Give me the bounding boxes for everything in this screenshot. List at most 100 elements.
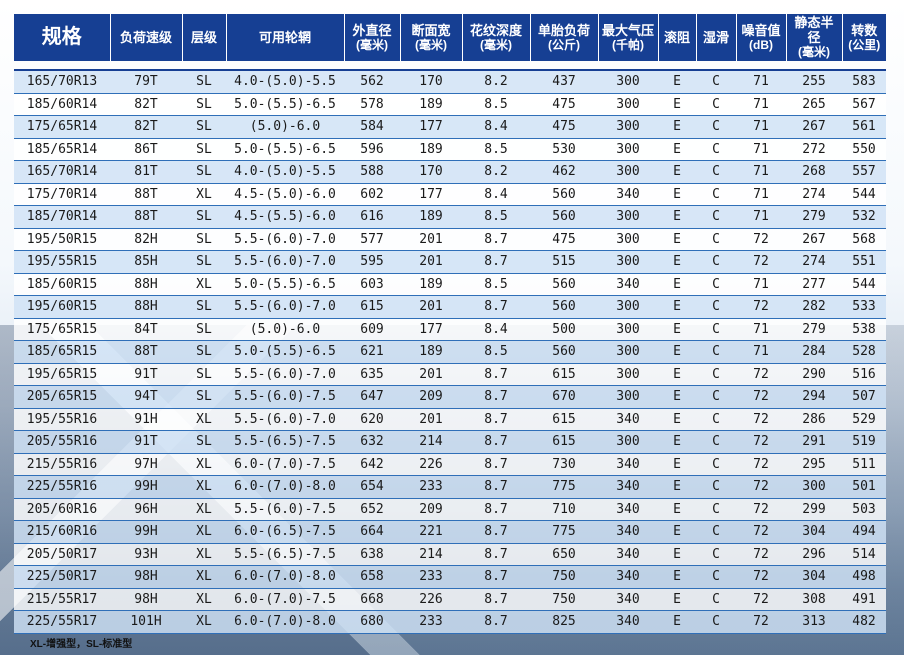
cell-noise: 72 (736, 588, 786, 611)
cell-noise: 71 (736, 93, 786, 116)
cell-max-pressure: 300 (598, 250, 658, 274)
cell-wet-grip: C (696, 498, 736, 521)
cell-overall-diameter: 588 (344, 160, 400, 184)
cell-section-width: 233 (400, 475, 462, 499)
cell-rolling-resistance: E (658, 273, 696, 296)
cell-section-width: 201 (400, 295, 462, 319)
cell-tread-depth: 8.5 (462, 138, 530, 161)
cell-noise: 72 (736, 385, 786, 409)
cell-ply-rating: SL (182, 250, 226, 274)
cell-overall-diameter: 596 (344, 138, 400, 161)
cell-wet-grip: C (696, 160, 736, 184)
cell-overall-diameter: 654 (344, 475, 400, 499)
cell-wet-grip: C (696, 430, 736, 454)
cell-rim: 6.0-(7.0)-8.0 (226, 565, 344, 589)
cell-max-load: 462 (530, 160, 598, 184)
cell-static-radius: 304 (786, 565, 842, 589)
cell-rolling-resistance: E (658, 475, 696, 499)
cell-tread-depth: 8.7 (462, 520, 530, 544)
cell-noise: 72 (736, 543, 786, 566)
cell-wet-grip: C (696, 205, 736, 229)
cell-rolling-resistance: E (658, 498, 696, 521)
cell-rolling-resistance: E (658, 250, 696, 274)
cell-max-pressure: 300 (598, 93, 658, 116)
table-row: 185/70R14 88T SL 4.5-(5.5)-6.0 616 189 8.5 560 3… (14, 205, 886, 229)
cell-max-pressure: 340 (598, 610, 658, 634)
cell-tread-depth: 8.7 (462, 430, 530, 454)
cell-rolling-resistance: E (658, 228, 696, 251)
cell-section-width: 177 (400, 318, 462, 341)
cell-tread-depth: 8.4 (462, 115, 530, 139)
cell-size: 185/60R15 (14, 273, 110, 296)
cell-max-load: 475 (530, 228, 598, 251)
cell-max-pressure: 340 (598, 520, 658, 544)
cell-size: 175/65R15 (14, 318, 110, 341)
cell-tread-depth: 8.5 (462, 93, 530, 116)
cell-size: 225/55R17 (14, 610, 110, 634)
cell-rim: 5.0-(5.5)-6.5 (226, 138, 344, 161)
cell-static-radius: 296 (786, 543, 842, 566)
cell-overall-diameter: 632 (344, 430, 400, 454)
cell-overall-diameter: 602 (344, 183, 400, 206)
cell-tread-depth: 8.7 (462, 295, 530, 319)
cell-revolutions: 503 (842, 498, 886, 521)
cell-load-speed: 101H (110, 610, 182, 634)
cell-rim: 5.5-(6.5)-7.5 (226, 543, 344, 566)
cell-max-pressure: 340 (598, 498, 658, 521)
cell-revolutions: 583 (842, 70, 886, 94)
cell-section-width: 170 (400, 70, 462, 94)
cell-overall-diameter: 609 (344, 318, 400, 341)
cell-revolutions: 550 (842, 138, 886, 161)
cell-size: 185/65R15 (14, 340, 110, 364)
cell-revolutions: 491 (842, 588, 886, 611)
cell-ply-rating: XL (182, 588, 226, 611)
cell-rim: 5.0-(5.5)-6.5 (226, 93, 344, 116)
cell-rim: 5.0-(5.5)-6.5 (226, 273, 344, 296)
cell-wet-grip: C (696, 385, 736, 409)
cell-revolutions: 551 (842, 250, 886, 274)
table-row: 165/70R13 79T SL 4.0-(5.0)-5.5 562 170 8.2 437 3… (14, 70, 886, 94)
header-unit: (千帕) (612, 37, 644, 52)
cell-wet-grip: C (696, 318, 736, 341)
header-unit: (毫米) (798, 45, 830, 59)
cell-noise: 72 (736, 295, 786, 319)
cell-max-pressure: 340 (598, 475, 658, 499)
cell-section-width: 189 (400, 138, 462, 161)
cell-revolutions: 538 (842, 318, 886, 341)
cell-size: 195/60R15 (14, 295, 110, 319)
cell-static-radius: 304 (786, 520, 842, 544)
cell-max-pressure: 300 (598, 138, 658, 161)
cell-rolling-resistance: E (658, 340, 696, 364)
cell-tread-depth: 8.5 (462, 340, 530, 364)
cell-rolling-resistance: E (658, 453, 696, 476)
header-tread-depth: 花纹深度 (毫米) (462, 14, 531, 61)
cell-load-speed: 99H (110, 475, 182, 499)
cell-static-radius: 313 (786, 610, 842, 634)
cell-max-load: 825 (530, 610, 598, 634)
cell-static-radius: 290 (786, 363, 842, 386)
header-label: 可用轮辋 (258, 30, 311, 45)
cell-rolling-resistance: E (658, 543, 696, 566)
cell-max-load: 710 (530, 498, 598, 521)
header-label: 层级 (190, 30, 217, 45)
header-label: 规格 (41, 26, 82, 48)
cell-noise: 71 (736, 318, 786, 341)
cell-overall-diameter: 664 (344, 520, 400, 544)
cell-noise: 72 (736, 363, 786, 386)
cell-size: 175/70R14 (14, 183, 110, 206)
cell-noise: 71 (736, 160, 786, 184)
cell-ply-rating: XL (182, 520, 226, 544)
cell-size: 205/55R16 (14, 430, 110, 454)
cell-size: 185/65R14 (14, 138, 110, 161)
cell-overall-diameter: 621 (344, 340, 400, 364)
cell-rolling-resistance: E (658, 588, 696, 611)
table-row: 165/70R14 81T SL 4.0-(5.0)-5.5 588 170 8.2 462 3… (14, 160, 886, 184)
cell-rim: 5.5-(6.0)-7.0 (226, 363, 344, 386)
cell-static-radius: 308 (786, 588, 842, 611)
cell-static-radius: 267 (786, 228, 842, 251)
cell-section-width: 209 (400, 498, 462, 521)
cell-ply-rating: SL (182, 93, 226, 116)
cell-size: 195/55R15 (14, 250, 110, 274)
cell-rolling-resistance: E (658, 138, 696, 161)
cell-section-width: 201 (400, 363, 462, 386)
